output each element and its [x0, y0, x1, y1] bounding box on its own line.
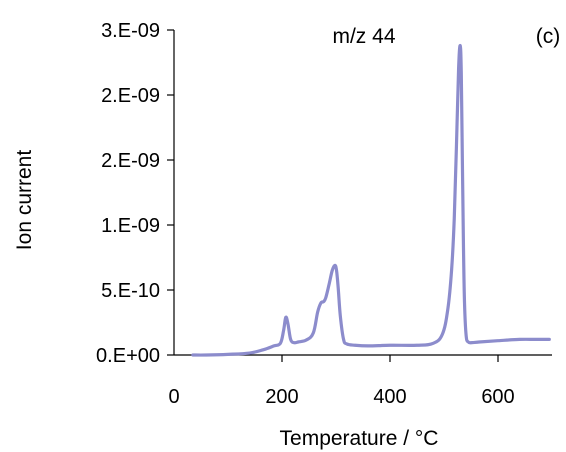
- series-layer: [191, 43, 551, 357]
- x-tick-label: 400: [373, 386, 406, 408]
- mz-annotation: m/z 44: [332, 25, 395, 48]
- tick-labels: 0.E+00 5.E-10 1.E-09 2.E-09 2.E-09 3.E-09 0 200…: [96, 20, 515, 408]
- y-tick-label: 3.E-09: [101, 20, 160, 42]
- y-tick-label: 2.E-09: [101, 150, 160, 172]
- y-tick-label: 1.E-09: [101, 215, 160, 237]
- panel-label: (c): [536, 25, 561, 48]
- axes: [167, 29, 552, 362]
- x-axis-title: Temperature / °C: [280, 427, 439, 450]
- y-tick-label: 2.E-09: [101, 85, 160, 107]
- series-line: [191, 43, 551, 357]
- y-axis-title: Ion current: [13, 150, 36, 251]
- y-tick-label: 0.E+00: [96, 345, 160, 367]
- x-tick-label: 600: [481, 386, 514, 408]
- x-tick-label: 200: [265, 386, 298, 408]
- x-tick-label: 0: [168, 386, 179, 408]
- y-tick-label: 5.E-10: [101, 280, 160, 302]
